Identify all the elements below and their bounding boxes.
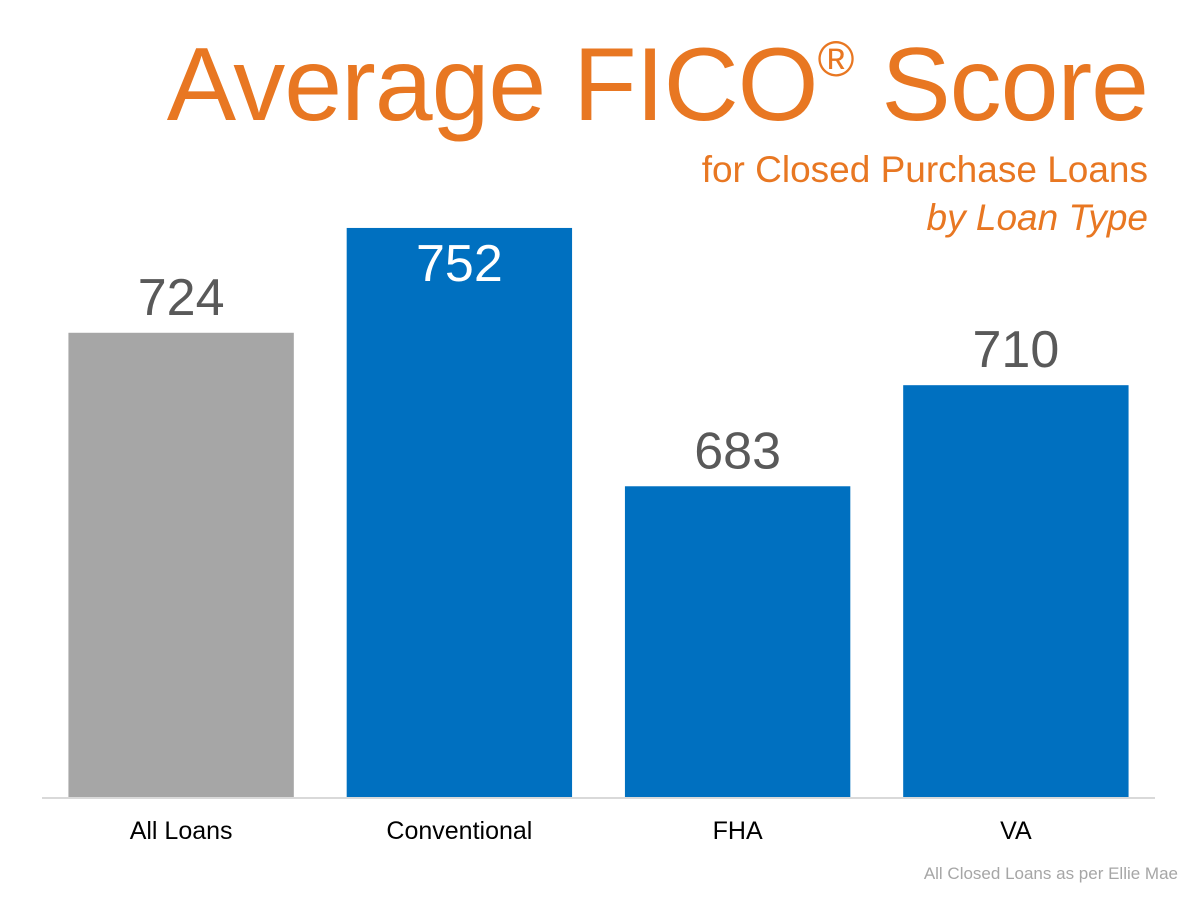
- bar-fha: [624, 486, 851, 797]
- value-label: 710: [972, 321, 1059, 379]
- source-footnote: All Closed Loans as per Ellie Mae: [923, 864, 1178, 883]
- title-end: Score: [853, 27, 1149, 143]
- bars-group: [68, 227, 1129, 797]
- category-label: Conventional: [386, 817, 532, 845]
- value-label: 724: [138, 269, 225, 327]
- title-main: Average FICO: [166, 27, 819, 143]
- category-label: All Loans: [130, 817, 233, 845]
- bar-va: [903, 385, 1129, 797]
- chart-subtitle-italic: by Loan Type: [926, 197, 1148, 238]
- value-labels-group: 724 752 683 710: [138, 235, 1060, 480]
- value-label: 683: [694, 422, 781, 480]
- chart-subtitle: for Closed Purchase Loans: [701, 149, 1148, 190]
- registered-mark: ®: [817, 31, 855, 87]
- category-labels-group: All Loans Conventional FHA VA: [130, 817, 1032, 845]
- value-label: 752: [416, 235, 503, 293]
- chart-title: Average FICO® Score: [166, 27, 1149, 143]
- bar-conventional: [346, 227, 573, 797]
- category-label: FHA: [713, 817, 763, 845]
- bar-all-loans: [68, 332, 294, 797]
- category-label: VA: [1000, 817, 1032, 845]
